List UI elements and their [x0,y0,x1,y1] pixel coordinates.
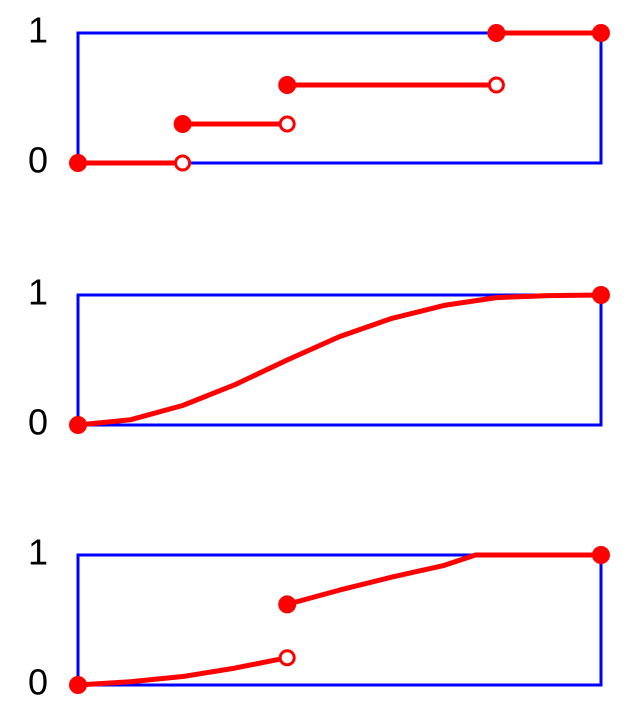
closed-point [487,24,506,42]
open-point [487,76,505,94]
closed-point [69,416,87,434]
y-tick-label: 0 [28,402,48,443]
y-tick-label: 1 [28,532,48,573]
closed-point [173,115,192,133]
open-point [174,154,192,172]
closed-point [69,154,87,172]
closed-point [278,76,297,94]
open-point [278,649,296,667]
y-tick-label: 1 [28,10,48,51]
open-point [278,115,296,133]
frame [76,31,603,165]
y-tick-label: 0 [28,662,48,703]
y-tick-label: 0 [28,140,48,181]
curve [286,552,601,607]
closed-point [592,546,610,564]
frame [76,293,603,427]
closed-point [592,24,610,42]
curve [77,655,288,688]
curve [77,292,602,428]
y-tick-label: 1 [28,272,48,313]
frame [76,553,603,687]
closed-point [592,286,610,304]
closed-point [69,676,87,694]
closed-point [278,595,297,614]
